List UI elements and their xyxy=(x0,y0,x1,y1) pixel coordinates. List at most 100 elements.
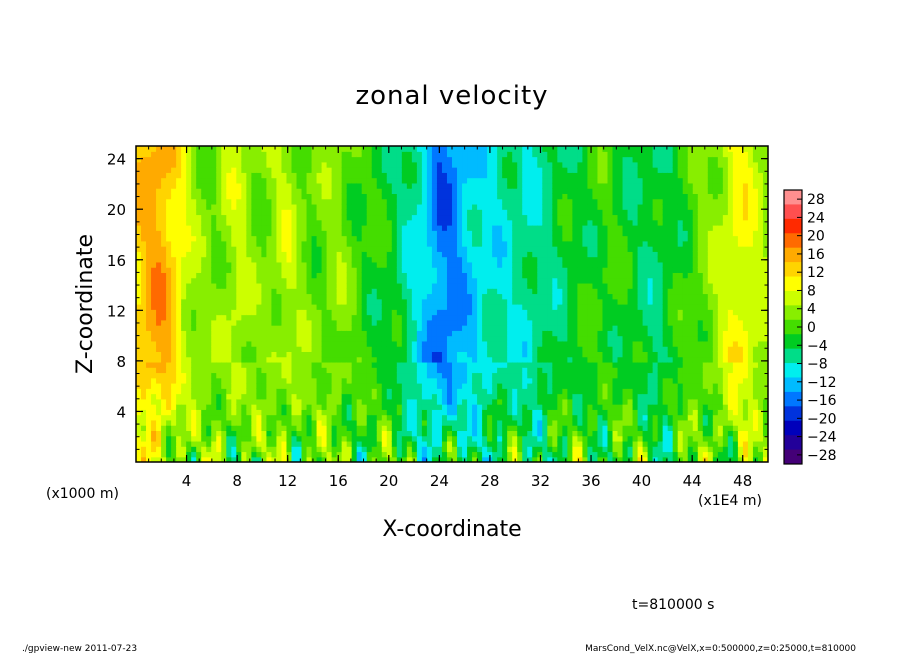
heatmap-cell xyxy=(361,214,368,221)
heatmap-cell xyxy=(196,151,202,158)
heatmap-cell xyxy=(296,319,303,326)
heatmap-cell xyxy=(522,351,528,358)
heatmap-cell xyxy=(166,451,172,458)
heatmap-cell xyxy=(537,209,543,216)
heatmap-cell xyxy=(156,288,162,295)
heatmap-cell xyxy=(296,161,303,168)
heatmap-cell xyxy=(206,451,212,458)
heatmap-cell xyxy=(316,319,323,326)
heatmap-cell xyxy=(231,388,237,395)
heatmap-cell xyxy=(522,240,528,247)
heatmap-cell xyxy=(251,430,257,437)
heatmap-cell xyxy=(176,240,182,247)
heatmap-cell xyxy=(396,182,403,189)
heatmap-cell xyxy=(221,161,227,168)
heatmap-cell xyxy=(482,419,488,426)
heatmap-cell xyxy=(141,388,147,395)
heatmap-cell xyxy=(181,146,187,152)
heatmap-cell xyxy=(507,393,513,400)
heatmap-cell xyxy=(502,167,508,173)
heatmap-cell xyxy=(251,293,257,300)
heatmap-cell xyxy=(532,409,538,416)
heatmap-cell xyxy=(396,209,403,216)
heatmap-cell xyxy=(156,430,162,437)
heatmap-cell xyxy=(371,414,378,421)
heatmap-cell xyxy=(351,209,358,216)
heatmap-cell xyxy=(311,214,318,221)
heatmap-cell xyxy=(161,393,167,400)
heatmap-cell xyxy=(301,146,308,152)
heatmap-cell xyxy=(542,235,548,242)
heatmap-cell xyxy=(361,330,368,337)
heatmap-cell xyxy=(301,151,308,158)
heatmap-cell xyxy=(346,356,353,363)
heatmap-cell xyxy=(477,167,483,173)
heatmap-cell xyxy=(452,225,458,231)
heatmap-cell xyxy=(462,351,468,358)
heatmap-cell xyxy=(186,267,192,273)
heatmap-cell xyxy=(457,330,463,337)
heatmap-cell xyxy=(512,219,518,226)
heatmap-cell xyxy=(236,435,242,442)
heatmap-cell xyxy=(351,251,358,258)
heatmap-cell xyxy=(522,304,528,310)
heatmap-cell xyxy=(482,235,488,242)
heatmap-cell xyxy=(161,156,167,163)
heatmap-cell xyxy=(381,214,388,221)
heatmap-cell xyxy=(487,209,493,216)
heatmap-cell xyxy=(196,193,202,200)
heatmap-cell xyxy=(266,398,273,405)
heatmap-cell xyxy=(146,188,152,194)
heatmap-cell xyxy=(311,298,318,305)
heatmap-cell xyxy=(326,261,333,268)
heatmap-cell xyxy=(426,240,433,247)
heatmap-cell xyxy=(522,146,528,152)
heatmap-cell xyxy=(296,356,303,363)
heatmap-cell xyxy=(231,383,237,389)
heatmap-cell xyxy=(186,430,192,437)
heatmap-cell xyxy=(216,203,222,210)
heatmap-cell xyxy=(156,398,162,405)
heatmap-cell xyxy=(356,440,363,447)
heatmap-cell xyxy=(316,404,323,410)
heatmap-cell xyxy=(261,182,268,189)
heatmap-cell xyxy=(251,251,257,258)
heatmap-cell xyxy=(346,330,353,337)
heatmap-cell xyxy=(416,319,423,326)
heatmap-cell xyxy=(497,404,503,410)
heatmap-cell xyxy=(291,161,298,168)
heatmap-cell xyxy=(321,230,328,237)
heatmap-cell xyxy=(191,146,197,152)
heatmap-cell xyxy=(547,451,553,458)
heatmap-cell xyxy=(301,235,308,242)
heatmap-cell xyxy=(502,293,508,300)
heatmap-cell xyxy=(482,198,488,205)
heatmap-cell xyxy=(361,230,368,237)
heatmap-cell xyxy=(166,325,172,331)
heatmap-cell xyxy=(256,314,262,321)
heatmap-cell xyxy=(436,446,443,453)
heatmap-cell xyxy=(452,319,458,326)
heatmap-cell xyxy=(316,219,323,226)
heatmap-cell xyxy=(477,198,483,205)
heatmap-cell xyxy=(336,456,343,462)
heatmap-cell xyxy=(166,446,172,453)
heatmap-cell xyxy=(281,377,288,384)
heatmap-cell xyxy=(281,404,288,410)
heatmap-cell xyxy=(512,177,518,184)
heatmap-cell xyxy=(547,440,553,447)
heatmap-cell xyxy=(497,161,503,168)
heatmap-cell xyxy=(406,440,413,447)
heatmap-cell xyxy=(386,225,393,231)
heatmap-cell xyxy=(431,335,438,342)
heatmap-cell xyxy=(261,267,268,273)
heatmap-cell xyxy=(527,182,533,189)
heatmap-cell xyxy=(517,351,523,358)
heatmap-cell xyxy=(502,235,508,242)
heatmap-cell xyxy=(326,272,333,279)
heatmap-cell xyxy=(226,356,232,363)
heatmap-cell xyxy=(326,177,333,184)
heatmap-cell xyxy=(251,319,257,326)
heatmap-cell xyxy=(376,393,383,400)
heatmap-cell xyxy=(146,330,152,337)
